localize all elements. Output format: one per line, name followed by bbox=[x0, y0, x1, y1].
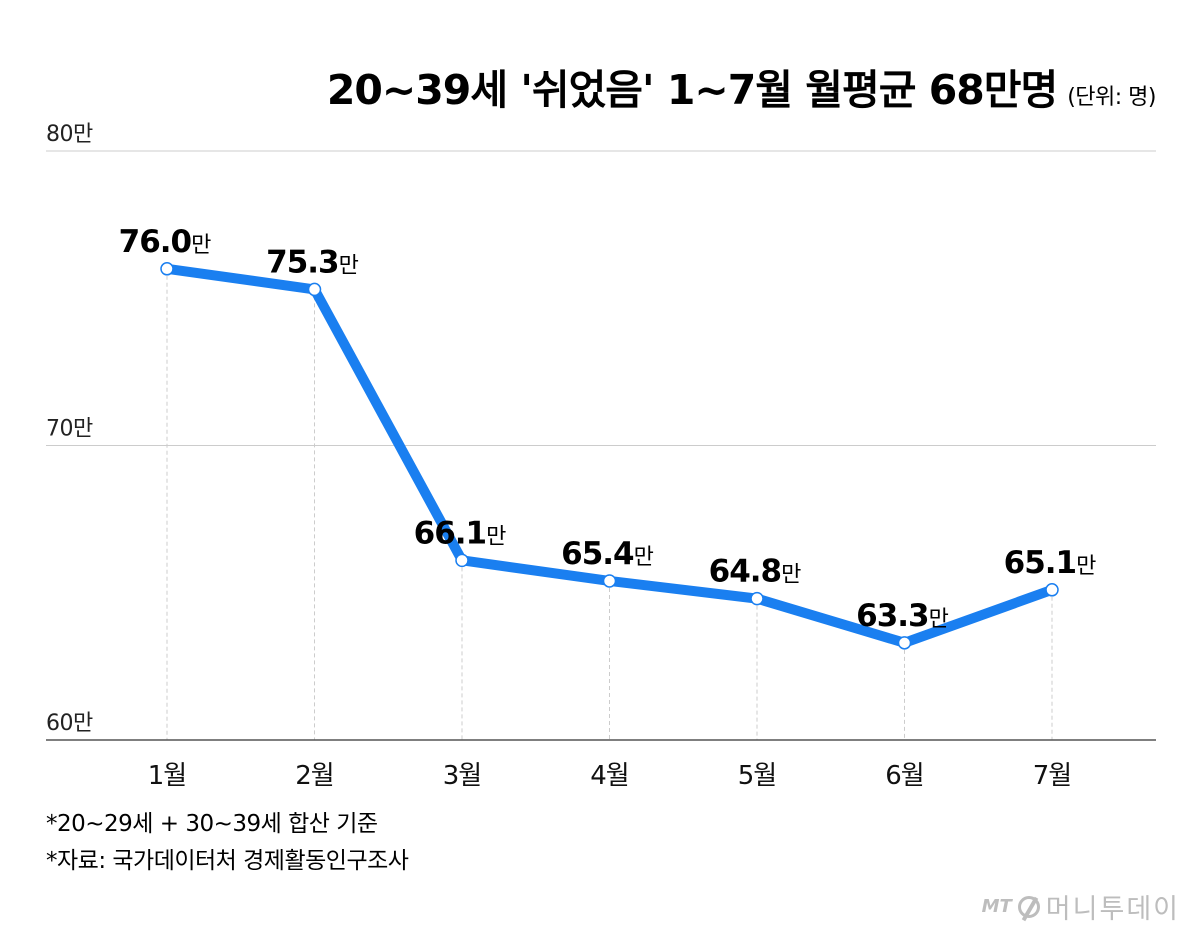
data-points bbox=[160, 262, 1059, 650]
x-axis-ticks: 1월 2월 3월 4월 5월 6월 7월 bbox=[148, 761, 1072, 791]
title-row: 20~39세 '쉬었음' 1~7월 월평균 68만명 (단위: 명) bbox=[326, 56, 1157, 116]
x-tick-label: 6월 bbox=[885, 761, 923, 791]
y-tick-label: 60만 bbox=[46, 711, 93, 736]
x-tick-label: 3월 bbox=[443, 761, 481, 791]
brand-mark: MT bbox=[981, 896, 1012, 917]
data-label: 75.3만 bbox=[266, 244, 359, 280]
data-label: 65.1만 bbox=[1004, 545, 1097, 581]
data-label: 66.1만 bbox=[414, 515, 507, 551]
mt-logo-icon bbox=[1017, 895, 1040, 918]
guide-lines bbox=[166, 268, 1053, 740]
data-point bbox=[897, 636, 912, 650]
data-point bbox=[307, 282, 322, 297]
data-point bbox=[160, 262, 174, 276]
unit-label: (단위: 명) bbox=[1067, 85, 1156, 110]
data-point bbox=[455, 553, 469, 568]
data-labels: 76.0만 75.3만 66.1만 65.4만 64.8만 63.3만 65.1만 bbox=[119, 224, 1097, 634]
data-point bbox=[750, 591, 764, 606]
data-label: 63.3만 bbox=[856, 598, 949, 634]
y-tick-label: 80만 bbox=[46, 122, 93, 147]
x-tick-label: 5월 bbox=[738, 761, 776, 791]
y-tick-label: 70만 bbox=[46, 417, 93, 442]
brand: MT 머니투데이 bbox=[982, 887, 1180, 926]
data-point bbox=[602, 574, 617, 588]
brand-name: 머니투데이 bbox=[1045, 894, 1180, 925]
x-tick-label: 2월 bbox=[295, 761, 333, 791]
x-tick-label: 1월 bbox=[148, 761, 186, 791]
data-point bbox=[1045, 583, 1059, 597]
data-label: 64.8만 bbox=[709, 554, 802, 590]
footnotes: *20~29세 + 30~39세 합산 기준 *자료: 국가데이터처 경제활동인… bbox=[46, 806, 409, 880]
x-tick-label: 7월 bbox=[1033, 761, 1071, 791]
gridlines bbox=[46, 150, 1156, 446]
footnote-source: *자료: 국가데이터처 경제활동인구조사 bbox=[46, 848, 409, 874]
data-label: 65.4만 bbox=[561, 536, 654, 572]
footnote-basis: *20~29세 + 30~39세 합산 기준 bbox=[46, 811, 378, 837]
y-axis-ticks: 60만 70만 80만 bbox=[46, 122, 93, 736]
data-label: 76.0만 bbox=[119, 224, 212, 260]
line-chart: 60만 70만 80만 1월 2월 3월 4월 5월 6월 7월 76.0만 75.3만 66.1만… bbox=[46, 122, 1156, 791]
x-tick-label: 4월 bbox=[590, 761, 628, 791]
chart-title: 20~39세 '쉬었음' 1~7월 월평균 68만명 bbox=[326, 66, 1058, 114]
